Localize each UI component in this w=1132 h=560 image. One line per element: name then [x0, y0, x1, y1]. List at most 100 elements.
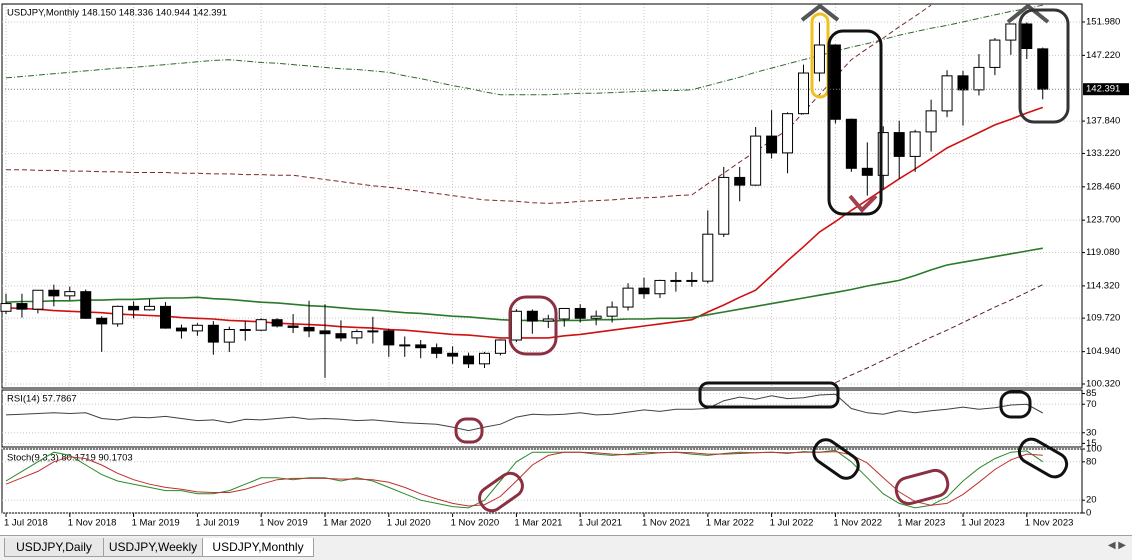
candle-body	[160, 305, 171, 329]
candle-body	[510, 310, 522, 341]
candle-body	[654, 279, 666, 295]
candle-body	[1005, 23, 1017, 41]
x-tick-label: 1 Jul 2020	[387, 518, 431, 529]
panel-title: RSI(14) 57.7867	[7, 394, 77, 405]
candle-body	[0, 303, 12, 312]
candle-body	[96, 317, 108, 325]
chart-window: 1 Jul 2018 1 Nov 2018 1 Mar 2019 1 Jul 2019…	[0, 3, 1129, 529]
candle-body	[670, 279, 682, 282]
candle-body	[750, 135, 762, 186]
indicator-line	[5, 393, 1044, 432]
y-tick-label: 147.220	[1086, 50, 1120, 61]
candle-body	[590, 315, 602, 319]
indicator-line	[835, 284, 1044, 384]
candle-body	[973, 66, 985, 91]
y-tick-label: 137.840	[1086, 116, 1120, 127]
x-tick-label: 1 Nov 2022	[833, 518, 882, 529]
x-tick-label: 1 Mar 2023	[897, 518, 945, 529]
panel-frame	[1, 3, 1083, 389]
candle-body	[287, 325, 299, 328]
y-tick-label: 100.320	[1086, 379, 1120, 390]
y-tick-label: 128.460	[1086, 181, 1120, 192]
tab[interactable]: USDJPY,Weekly	[103, 538, 203, 557]
candle-body	[415, 344, 427, 349]
y-tick-label: 20	[1086, 495, 1097, 506]
candle-body	[686, 279, 698, 282]
x-tick-label: 1 Nov 2023	[1025, 518, 1074, 529]
panel-title: USDJPY,Monthly 148.150 148.336 140.944 1…	[7, 8, 227, 19]
candle-body	[766, 135, 778, 154]
y-tick-label: 109.720	[1086, 313, 1120, 324]
candle-body	[1021, 23, 1033, 49]
x-tick-label: 1 Mar 2021	[514, 518, 562, 529]
candle-body	[447, 352, 459, 357]
candle-body	[622, 287, 634, 308]
y-tick-label: 114.320	[1086, 280, 1120, 291]
y-tick-label: 80	[1086, 456, 1097, 467]
x-tick-label: 1 Jul 2019	[195, 518, 239, 529]
y-tick-label: 100	[1086, 444, 1102, 455]
candle-body	[223, 328, 235, 343]
candle-body	[16, 303, 28, 310]
y-tick-label: 70	[1086, 399, 1097, 410]
candle-body	[782, 113, 794, 154]
y-tick-label: 119.080	[1086, 247, 1120, 258]
candle-body	[112, 305, 124, 325]
candle-body	[207, 324, 219, 343]
candle-body	[271, 319, 283, 327]
candle-body	[32, 289, 44, 310]
candle-body	[574, 307, 586, 319]
candle-body	[702, 233, 714, 282]
candle-body	[431, 347, 443, 354]
y-tick-label: 15	[1086, 438, 1097, 449]
x-tick-label: 1 Jul 2022	[770, 518, 814, 529]
candle-body	[734, 176, 746, 186]
indicator-line	[5, 449, 1044, 509]
candle-body	[941, 75, 953, 112]
candle-body	[558, 307, 570, 320]
candle-body	[638, 287, 650, 295]
candle-body	[335, 333, 347, 339]
candle-body	[893, 132, 905, 157]
x-tick-label: 1 Nov 2020	[451, 518, 500, 529]
candle-body	[798, 72, 809, 115]
candle-body	[877, 132, 889, 176]
candle-body	[64, 291, 76, 297]
candle-body	[606, 306, 618, 317]
x-tick-label: 1 Jul 2021	[578, 518, 622, 529]
y-tick-label: 0	[1086, 508, 1091, 519]
x-tick-label: 1 Jul 2018	[4, 518, 48, 529]
x-tick-label: 1 Mar 2020	[323, 518, 371, 529]
candle-body	[718, 176, 730, 235]
y-tick-label: 123.700	[1086, 215, 1120, 226]
x-tick-label: 1 Nov 2018	[68, 518, 117, 529]
candle-body	[144, 305, 156, 311]
x-tick-label: 1 Mar 2019	[132, 518, 180, 529]
candle-body	[239, 328, 251, 331]
current-price-label: 142.391	[1086, 84, 1120, 95]
candle-body	[813, 44, 825, 74]
candle-body	[463, 355, 475, 365]
tab-scroll[interactable]: ◀ ▶	[1107, 540, 1126, 551]
candle-body	[319, 330, 331, 335]
candle-body	[829, 44, 841, 120]
candle-body	[989, 39, 1001, 68]
candle-body	[526, 310, 538, 322]
candle-body	[383, 330, 395, 346]
candle-body	[861, 167, 873, 176]
panel-title: Stoch(9,3,3) 80.1719 90.1703	[7, 453, 133, 464]
x-tick-label: 1 Nov 2019	[259, 518, 308, 529]
tab[interactable]: USDJPY,Daily	[4, 538, 104, 557]
candle-body	[494, 339, 506, 354]
candle-body	[909, 131, 921, 157]
current-price-box	[1083, 83, 1129, 96]
candle-body	[367, 330, 379, 333]
tab-active[interactable]: USDJPY,Monthly	[202, 538, 314, 557]
candle-body	[303, 326, 315, 332]
candle-body	[1037, 48, 1049, 90]
indicator-line	[5, 451, 1043, 507]
candle-body	[48, 289, 60, 297]
candle-body	[255, 319, 267, 331]
x-tick-label: 1 Nov 2021	[642, 518, 691, 529]
